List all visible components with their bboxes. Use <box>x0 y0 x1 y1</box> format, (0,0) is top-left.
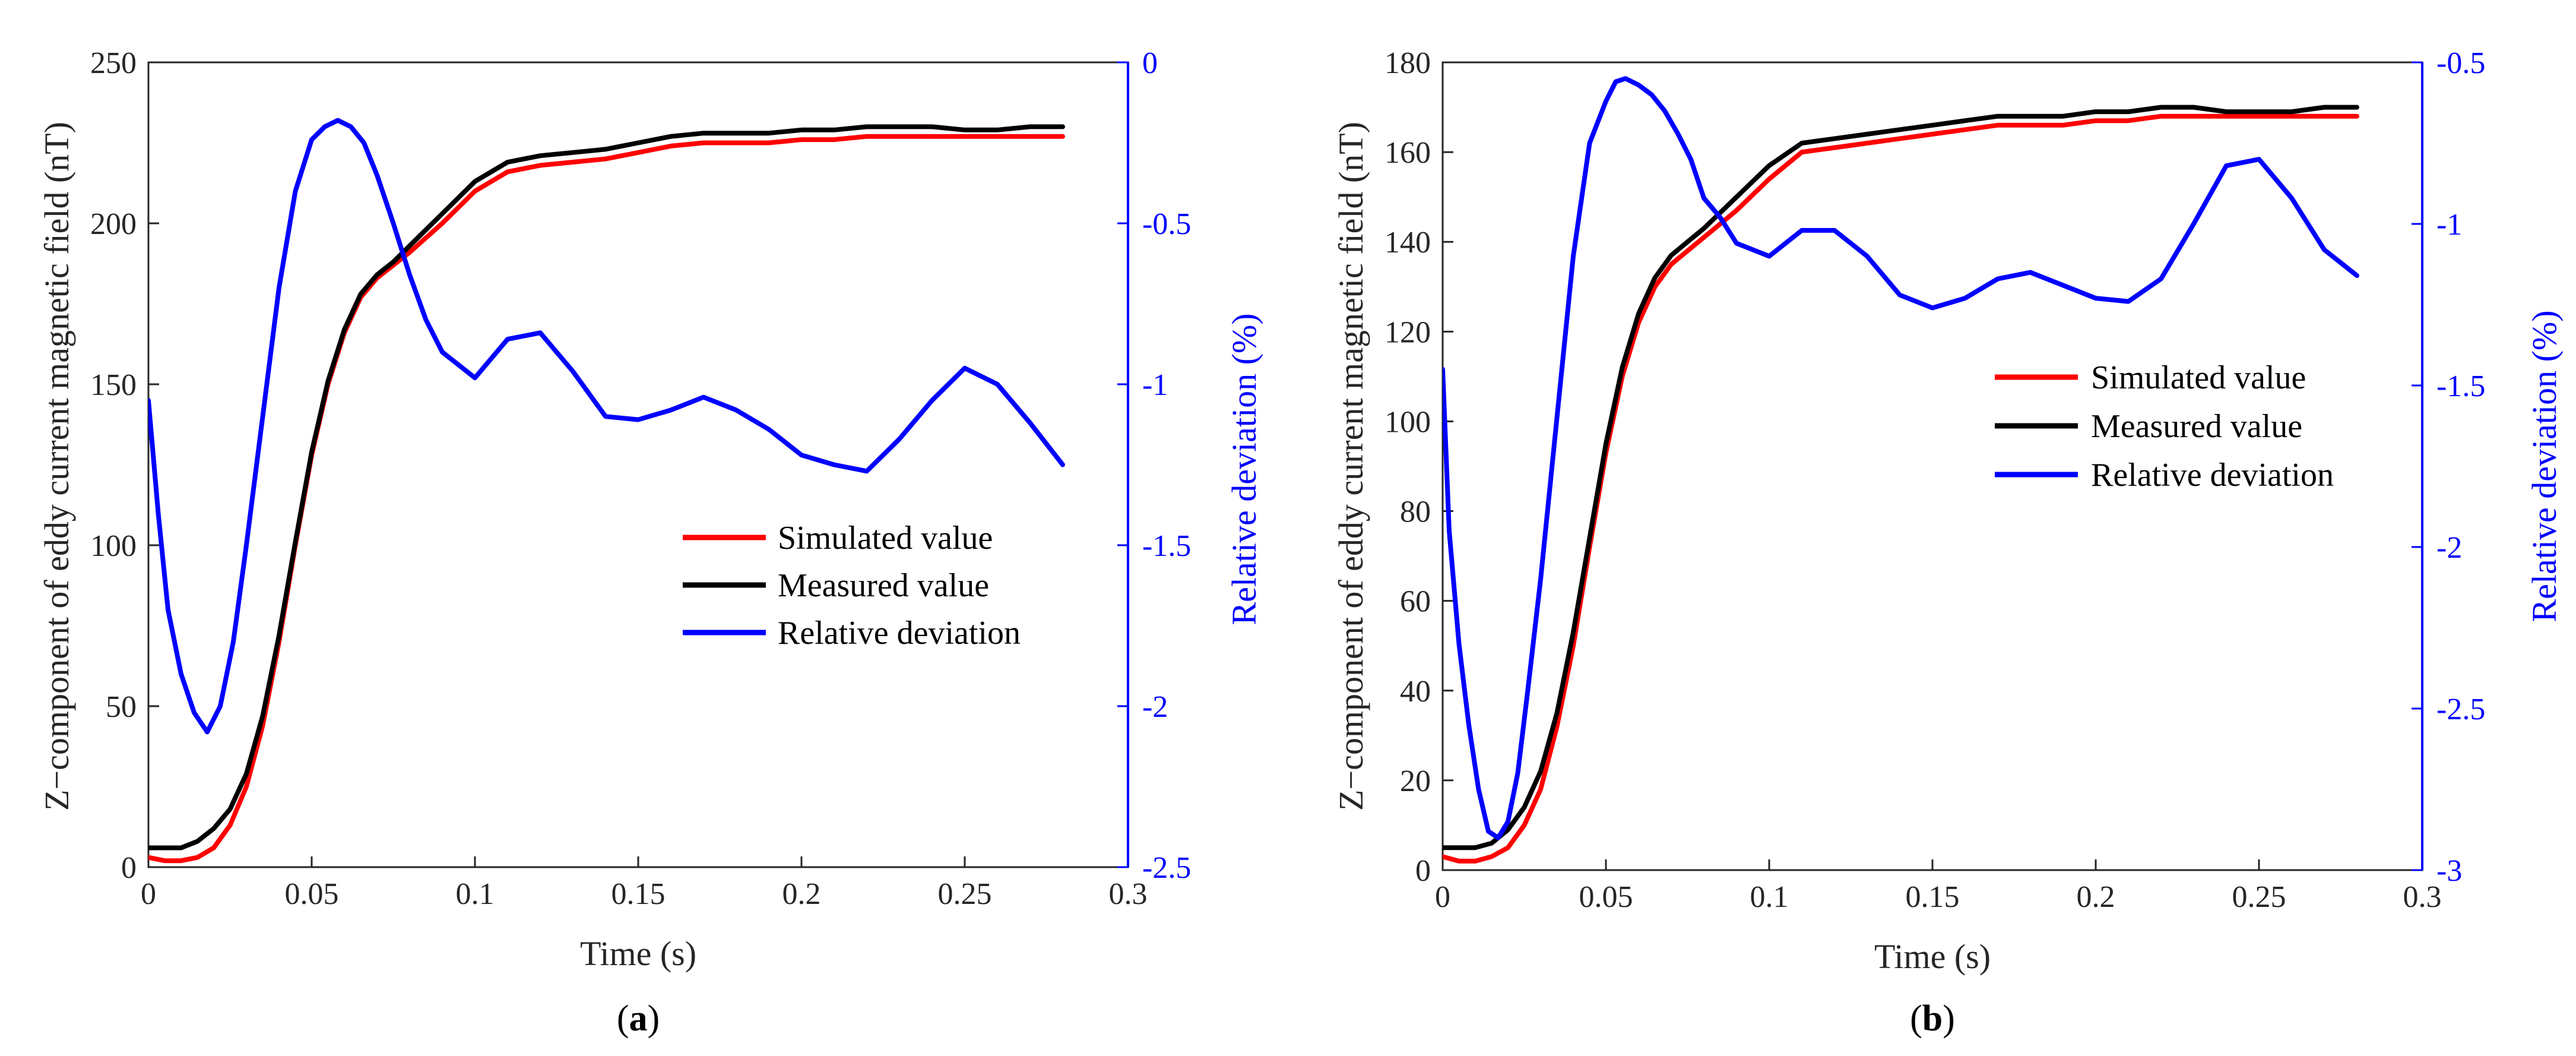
legend-label-deviation: Relative deviation <box>778 615 1021 652</box>
y2-tick-label: -1 <box>2436 208 2462 242</box>
y-tick-label: 80 <box>1400 495 1431 529</box>
panel-letter-b: b <box>1922 998 1943 1039</box>
x-tick-label: 0.2 <box>2077 880 2115 914</box>
y2-tick-label: -1 <box>1142 368 1168 402</box>
x-axis-label: Time (s) <box>580 934 696 973</box>
y2-axis-label: Relative deviation (%) <box>2525 310 2564 622</box>
legend-label-deviation: Relative deviation <box>2091 457 2334 494</box>
legend-label-measured: Measured value <box>778 567 989 604</box>
y-tick-label: 250 <box>90 46 137 80</box>
y-axis-label: Z−component of eddy current magnetic fie… <box>1332 122 1370 811</box>
y2-tick-label: -0.5 <box>2436 46 2485 80</box>
panel-label-a: (a) <box>617 998 660 1039</box>
x-tick-label: 0.05 <box>1579 880 1633 914</box>
chart-panel-a: 0 0.05 0.1 0.15 0.2 0.25 0.3 0 50 100 150 200 250 0… <box>37 46 1263 1039</box>
legend: Simulated value Measured value Relative … <box>683 520 1021 652</box>
x-tick-label: 0.3 <box>1109 877 1148 911</box>
y-tick-label: 160 <box>1384 136 1431 170</box>
y2-tick-label: -0.5 <box>1142 207 1191 241</box>
panel-letter-a: a <box>629 998 648 1039</box>
series-line-simulated-value <box>1443 113 2359 864</box>
series-line-measured-value <box>1443 105 2359 851</box>
y-tick-label: 200 <box>90 207 137 241</box>
y-tick-label: 40 <box>1400 675 1431 709</box>
y-tick-label: 0 <box>1415 854 1431 888</box>
x-tick-label: 0.2 <box>782 877 821 911</box>
series-line-simulated-value <box>148 134 1065 864</box>
x-tick-label: 0 <box>141 877 156 911</box>
y2-tick-label: -1.5 <box>2436 369 2485 403</box>
y-tick-label: 100 <box>1384 405 1431 439</box>
y2-tick-label: -1.5 <box>1142 529 1191 563</box>
y-tick-label: 20 <box>1400 764 1431 798</box>
y-tick-label: 150 <box>90 368 137 402</box>
y-tick-label: 120 <box>1384 315 1431 349</box>
x-tick-label: 0.1 <box>1750 880 1789 914</box>
x-tick-label: 0.15 <box>1906 880 1960 914</box>
legend-label-simulated: Simulated value <box>778 520 993 557</box>
panel-label-b: (b) <box>1910 998 1955 1039</box>
legend: Simulated value Measured value Relative … <box>1995 359 2334 494</box>
y2-tick-label: -2.5 <box>2436 693 2485 726</box>
y-tick-label: 60 <box>1400 585 1431 619</box>
y2-tick-label: -3 <box>2436 854 2462 888</box>
y-tick-label: 50 <box>106 690 137 724</box>
y-tick-label: 100 <box>90 529 137 563</box>
x-tick-label: 0.15 <box>611 877 666 911</box>
x-tick-label: 0 <box>1435 880 1450 914</box>
y2-tick-label: -2 <box>2436 531 2462 565</box>
series-line-measured-value <box>148 124 1065 851</box>
series-line-relative-deviation <box>148 118 1065 735</box>
x-tick-label: 0.3 <box>2403 880 2442 914</box>
x-tick-label: 0.25 <box>938 877 992 911</box>
y2-axis-label: Relative deviation (%) <box>1225 313 1263 625</box>
y-axis-label: Z−component of eddy current magnetic fie… <box>37 122 76 811</box>
y-tick-label: 180 <box>1384 46 1431 80</box>
legend-label-simulated: Simulated value <box>2091 359 2306 396</box>
legend-label-measured: Measured value <box>2091 408 2302 445</box>
series-line-relative-deviation <box>1443 76 2359 840</box>
y-tick-label: 140 <box>1384 226 1431 260</box>
y2-tick-label: -2.5 <box>1142 851 1191 885</box>
y2-tick-label: 0 <box>1142 46 1158 80</box>
x-axis-label: Time (s) <box>1874 937 1991 976</box>
x-tick-label: 0.25 <box>2232 880 2286 914</box>
chart-panel-b: 0 0.05 0.1 0.15 0.2 0.25 0.3 0 20 40 60 80 100 120 14… <box>1332 46 2564 1039</box>
y2-tick-label: -2 <box>1142 690 1168 724</box>
x-tick-label: 0.05 <box>285 877 339 911</box>
y-tick-label: 0 <box>121 851 137 885</box>
x-tick-label: 0.1 <box>456 877 495 911</box>
